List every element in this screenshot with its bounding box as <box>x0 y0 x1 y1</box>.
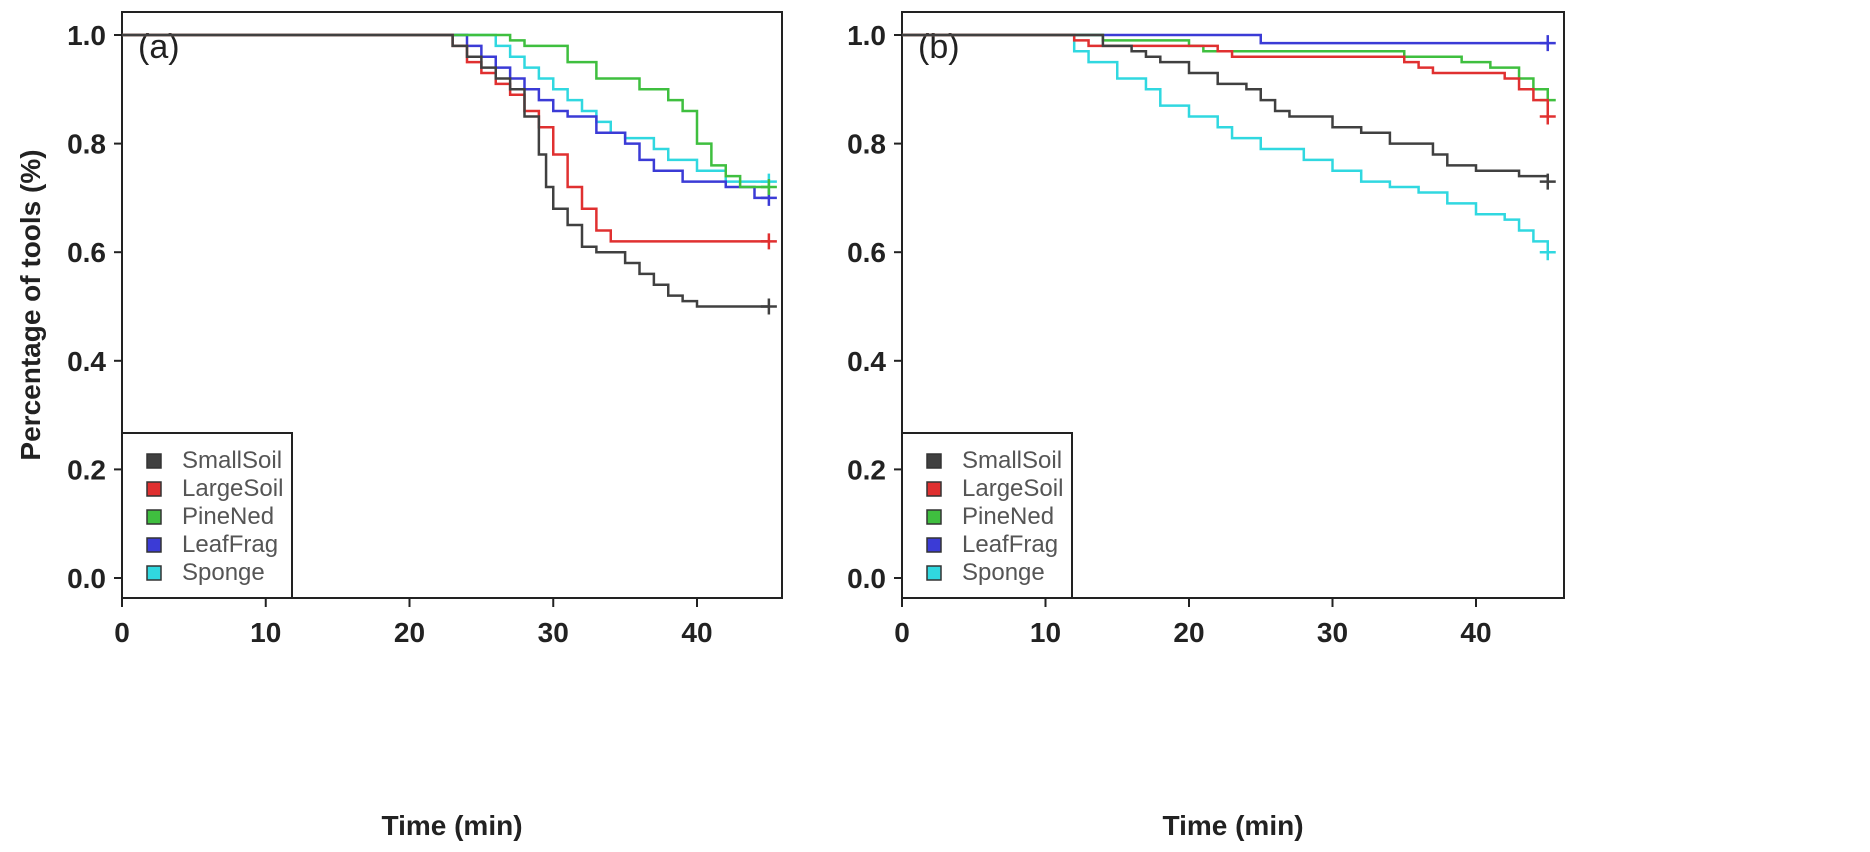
x-tick-label: 20 <box>394 617 425 648</box>
legend-label-leaffrag: LeafFrag <box>182 531 278 558</box>
y-tick-label: 1.0 <box>67 20 106 51</box>
y-tick-label: 0.4 <box>67 346 106 377</box>
series-line-pinened <box>902 33 1549 101</box>
series-line-smallsoil <box>122 33 769 308</box>
legend-label-pinened: PineNed <box>182 503 274 530</box>
panel-a: 0.0 0.2 0.4 0.6 0.8 1.0 0 10 20 30 40 Time (min) Per… <box>15 11 783 841</box>
legend-swatch-pinened <box>146 509 162 525</box>
series-line-largesoil <box>122 33 769 243</box>
plot-frame <box>121 11 783 599</box>
x-tick-label: 30 <box>538 617 569 648</box>
x-tick-label: 0 <box>894 617 910 648</box>
legend-swatch-leaffrag <box>926 537 942 553</box>
legend-label-sponge: Sponge <box>962 559 1045 586</box>
legend-swatch-largesoil <box>146 481 162 497</box>
legend-swatch-sponge <box>926 565 942 581</box>
series-line-largesoil <box>902 33 1549 117</box>
series-line-pinened <box>122 33 769 189</box>
x-tick-label: 40 <box>681 617 712 648</box>
legend-swatch-smallsoil <box>926 453 942 469</box>
legend-label-sponge: Sponge <box>182 559 265 586</box>
legend-swatch-sponge <box>146 565 162 581</box>
y-tick-label: 0.0 <box>847 563 886 594</box>
censor-mark-largesoil <box>1539 108 1556 125</box>
y-tick-label: 0.2 <box>847 454 886 485</box>
legend-label-smallsoil: SmallSoil <box>962 447 1062 474</box>
x-tick-label: 40 <box>1460 617 1491 648</box>
series-line-sponge <box>902 33 1549 253</box>
censor-mark-sponge <box>1539 244 1556 261</box>
legend-label-leaffrag: LeafFrag <box>962 531 1058 558</box>
censor-mark-smallsoil <box>760 298 777 315</box>
legend-swatch-smallsoil <box>146 453 162 469</box>
y-tick-label: 0.8 <box>847 129 886 160</box>
x-tick-label: 30 <box>1317 617 1348 648</box>
censor-mark-pinened <box>760 179 777 196</box>
y-axis-title: Percentage of tools (%) <box>15 149 46 460</box>
y-tick-label: 0.2 <box>67 454 106 485</box>
panel-label: (a) <box>138 28 180 66</box>
x-tick-label: 10 <box>1030 617 1061 648</box>
y-tick-label: 1.0 <box>847 20 886 51</box>
legend-swatch-largesoil <box>926 481 942 497</box>
x-tick-label: 0 <box>114 617 130 648</box>
legend-label-largesoil: LargeSoil <box>182 475 283 502</box>
legend-label-smallsoil: SmallSoil <box>182 447 282 474</box>
series-line-smallsoil <box>902 33 1549 182</box>
legend-label-largesoil: LargeSoil <box>962 475 1063 502</box>
y-tick-label: 0.6 <box>67 237 106 268</box>
x-tick-label: 20 <box>1173 617 1204 648</box>
legend-label-pinened: PineNed <box>962 503 1054 530</box>
x-axis-title: Time (min) <box>381 810 522 841</box>
panel-label: (b) <box>918 28 960 66</box>
legend-swatch-leaffrag <box>146 537 162 553</box>
censor-mark-largesoil <box>760 233 777 250</box>
censor-mark-smallsoil <box>1539 173 1556 190</box>
plot-frame <box>901 11 1565 599</box>
legend-swatch-pinened <box>926 509 942 525</box>
series-line-leaffrag <box>122 33 769 200</box>
censor-mark-leaffrag <box>1539 35 1556 52</box>
x-tick-label: 10 <box>250 617 281 648</box>
panel-b: 0.0 0.2 0.4 0.6 0.8 1.0 0 10 20 30 40 Time (min) (b)… <box>847 11 1565 841</box>
y-tick-label: 0.8 <box>67 129 106 160</box>
x-axis-title: Time (min) <box>1162 810 1303 841</box>
series-line-sponge <box>122 33 769 183</box>
y-tick-label: 0.4 <box>847 346 886 377</box>
y-tick-label: 0.0 <box>67 563 106 594</box>
y-tick-label: 0.6 <box>847 237 886 268</box>
